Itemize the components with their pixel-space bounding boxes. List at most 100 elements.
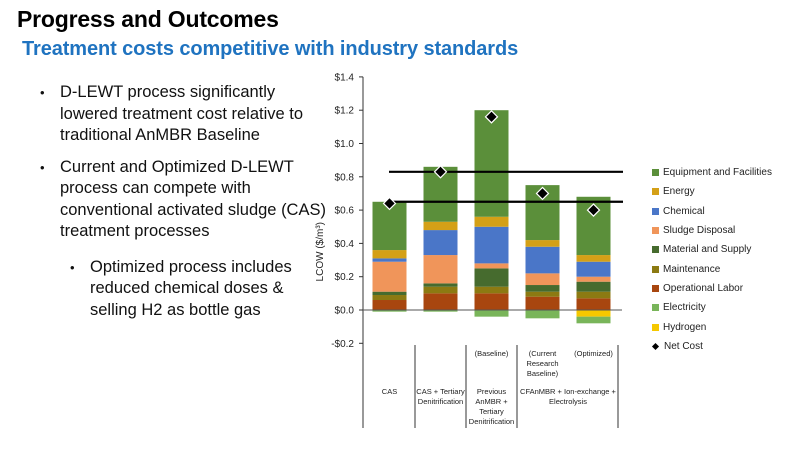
category-label: AnMBR + [475, 397, 508, 406]
bar-segment-material-and-supply [576, 281, 611, 292]
bar-segment-energy [423, 221, 458, 231]
bar-segment-electricity [474, 310, 509, 317]
y-tick-label: $1.0 [335, 139, 355, 150]
bar-segment-material-and-supply [525, 285, 560, 292]
bar-segment-hydrogen [576, 310, 611, 317]
legend-item: Chemical [652, 202, 772, 221]
legend-swatch [652, 227, 659, 235]
diamond-marker-icon [651, 342, 660, 350]
category-label: Denitrification [469, 417, 514, 426]
bar-segment-operational-labor [372, 300, 407, 310]
legend-swatch [652, 304, 659, 312]
bar-segment-energy [474, 216, 509, 227]
bullet-item: Current and Optimized D-LEWT process can… [40, 157, 330, 243]
bar-segment-maintenance [525, 291, 560, 297]
category-label: Tertiary [479, 407, 504, 416]
legend-item: Equipment and Facilities [652, 163, 772, 182]
bar-segment-electricity [576, 316, 611, 324]
category-top-label: Baseline) [527, 369, 559, 378]
bar-segment-chemical [423, 230, 458, 256]
bar-segment-maintenance [576, 291, 611, 299]
bar-segment-chemical [474, 226, 509, 264]
legend-label: Net Cost [664, 340, 703, 352]
category-label: Previous [477, 387, 506, 396]
category-top-label: (Optimized) [574, 349, 613, 358]
legend-swatch [652, 207, 659, 215]
bar-segment-equipment-and-facilities [474, 110, 509, 217]
chart-legend: Equipment and Facilities Energy Chemical Sl… [651, 163, 772, 356]
y-tick-label: $1.2 [335, 106, 355, 117]
bar-segment-energy [372, 250, 407, 259]
bar-segment-operational-labor [576, 298, 611, 310]
slide-title: Progress and Outcomes [17, 6, 279, 32]
category-group-label: CFAnMBR + Ion-exchange + [520, 387, 617, 396]
net-cost-marker [586, 203, 601, 217]
bar-segment-chemical [372, 258, 407, 262]
bar-segment-material-and-supply [423, 283, 458, 287]
category-label: Denitrification [418, 397, 463, 406]
category-top-label: (Current [529, 349, 557, 358]
bullet-list: D-LEWT process significantly lowered tre… [40, 82, 330, 331]
category-group-label: Electrolysis [549, 397, 587, 406]
legend-swatch [652, 246, 659, 254]
bar-segment-material-and-supply [474, 268, 509, 287]
legend-item: Energy [652, 182, 772, 201]
legend-item: Operational Labor [652, 279, 772, 298]
legend-label: Electricity [663, 302, 706, 314]
category-top-label: Research [526, 359, 558, 368]
net-cost-marker [535, 186, 550, 201]
bar-segment-operational-labor [525, 296, 560, 310]
y-tick-label: $0.8 [335, 172, 355, 183]
y-tick-label: $0.6 [335, 206, 355, 217]
legend-swatch [652, 323, 659, 331]
bar-segment-sludge-disposal [372, 261, 407, 292]
net-cost-marker [382, 196, 397, 211]
legend-label: Operational Labor [663, 282, 744, 294]
category-top-label: (Baseline) [475, 349, 509, 358]
category-label: CAS [382, 387, 397, 396]
bar-segment-electricity [423, 310, 458, 312]
bar-segment-sludge-disposal [423, 255, 458, 284]
net-cost-marker [484, 110, 499, 124]
bar-segment-chemical [525, 246, 560, 274]
bar-segment-electricity [372, 310, 407, 312]
legend-item: Maintenance [652, 259, 772, 278]
legend-label: Material and Supply [663, 244, 752, 256]
bar-segment-electricity [525, 310, 560, 319]
legend-label: Sludge Disposal [663, 225, 736, 237]
legend-swatch [652, 265, 659, 273]
y-tick-label: $0.0 [335, 306, 355, 317]
bar-segment-operational-labor [423, 293, 458, 310]
y-tick-label: -$0.2 [331, 339, 354, 350]
y-axis-label: LCOW ($/m³) [315, 222, 326, 281]
bar-segment-sludge-disposal [576, 276, 611, 282]
legend-item: Hydrogen [652, 317, 772, 336]
legend-swatch [652, 188, 659, 196]
bullet-item: D-LEWT process significantly lowered tre… [40, 82, 330, 147]
bar-segment-maintenance [474, 286, 509, 294]
bar-segment-chemical [576, 261, 611, 277]
legend-label: Energy [663, 186, 695, 198]
bar-segment-energy [576, 255, 611, 262]
y-tick-label: $0.4 [335, 239, 355, 250]
legend-item: Net Cost [651, 337, 772, 356]
bar-segment-operational-labor [474, 293, 509, 310]
slide-subtitle: Treatment costs competitive with industr… [22, 38, 519, 60]
legend-item: Electricity [652, 298, 772, 317]
bar-segment-material-and-supply [372, 291, 407, 296]
legend-item: Sludge Disposal [652, 221, 772, 240]
sub-bullet-item: Optimized process includes reduced chemi… [70, 257, 330, 322]
legend-label: Maintenance [663, 263, 721, 275]
legend-swatch [652, 169, 659, 177]
category-label: CAS + Tertiary [416, 387, 465, 396]
legend-label: Chemical [663, 205, 705, 217]
bar-segment-maintenance [372, 295, 407, 301]
legend-swatch [652, 284, 659, 292]
bar-segment-sludge-disposal [474, 263, 509, 269]
y-tick-label: $0.2 [335, 272, 355, 283]
legend-label: Hydrogen [663, 321, 707, 333]
bar-segment-energy [525, 240, 560, 247]
bar-segment-sludge-disposal [525, 273, 560, 286]
bar-segment-maintenance [423, 286, 458, 294]
